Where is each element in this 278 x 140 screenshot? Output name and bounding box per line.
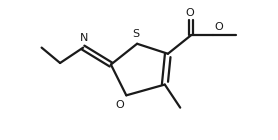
Text: O: O	[214, 22, 223, 32]
Text: N: N	[80, 33, 88, 43]
Text: O: O	[116, 100, 125, 110]
Text: S: S	[132, 29, 139, 39]
Text: O: O	[186, 8, 195, 18]
